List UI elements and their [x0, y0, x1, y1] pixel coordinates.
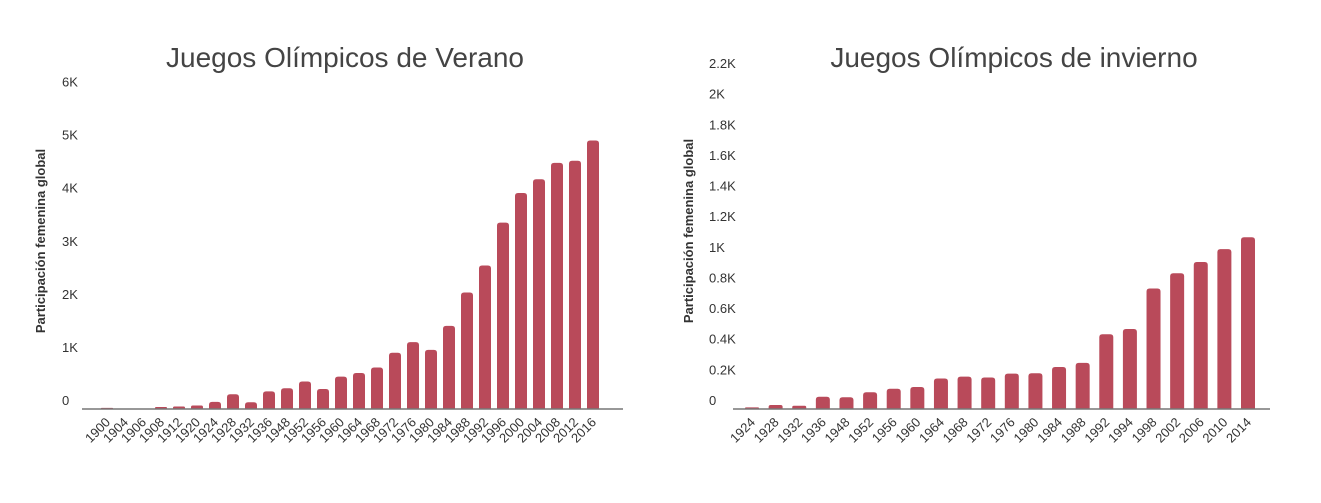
y-tick-label: 2K	[709, 87, 725, 102]
y-tick-label: 4K	[62, 181, 78, 196]
x-tick-label: 1936	[798, 415, 829, 446]
bar-1956[interactable]	[886, 388, 901, 409]
bar-1972[interactable]	[981, 377, 996, 409]
bar-2004[interactable]	[533, 179, 545, 409]
y-tick-label: 2K	[62, 287, 78, 302]
x-tick-label: 1948	[822, 415, 853, 446]
y-tick-label: 0.6K	[709, 301, 736, 316]
x-tick-label: 1968	[940, 415, 971, 446]
bar-1936[interactable]	[263, 391, 275, 409]
bar-1932[interactable]	[245, 402, 257, 409]
bar-1932[interactable]	[792, 405, 807, 409]
x-tick-label: 2010	[1199, 415, 1230, 446]
bar-1988[interactable]	[461, 292, 473, 409]
bar-1928[interactable]	[768, 405, 783, 409]
bar-1996[interactable]	[497, 222, 509, 409]
bar-1992[interactable]	[1099, 334, 1114, 409]
y-tick-label: 1K	[62, 340, 78, 355]
bar-1988[interactable]	[1075, 362, 1090, 409]
bar-1994[interactable]	[1122, 329, 1137, 409]
y-tick-label: 1.4K	[709, 179, 736, 194]
y-tick-label: 1.6K	[709, 148, 736, 163]
x-tick-label: 1998	[1129, 415, 1160, 446]
bar-1968[interactable]	[371, 367, 383, 409]
bar-1920[interactable]	[191, 405, 203, 409]
x-tick-label: 1984	[1034, 415, 1065, 446]
y-tick-label: 0	[709, 393, 716, 408]
bar-2010[interactable]	[1217, 249, 1232, 409]
x-tick-label: 1988	[1058, 415, 1089, 446]
winter-chart-svg: Juegos Olímpicos de invierno Participaci…	[681, 42, 1270, 446]
bar-1984[interactable]	[1052, 367, 1067, 409]
bar-2006[interactable]	[1193, 261, 1208, 409]
x-tick-label: 1924	[727, 415, 758, 446]
bar-1956[interactable]	[317, 389, 329, 409]
x-tick-label: 1928	[751, 415, 782, 446]
bar-2016[interactable]	[587, 140, 599, 410]
x-tick-label: 1992	[1081, 415, 1112, 446]
bar-2002[interactable]	[1170, 273, 1185, 409]
bar-1948[interactable]	[839, 397, 854, 409]
bar-1968[interactable]	[957, 376, 972, 409]
x-tick-group: 1900190419061908191219201924192819321936…	[82, 415, 599, 446]
bar-1998[interactable]	[1146, 288, 1161, 409]
bar-2014[interactable]	[1241, 237, 1255, 409]
y-tick-label: 0.4K	[709, 332, 736, 347]
y-tick-label: 3K	[62, 234, 78, 249]
x-tick-label: 2006	[1176, 415, 1207, 446]
y-tick-label: 1.8K	[709, 117, 736, 132]
bar-1960[interactable]	[910, 386, 925, 409]
bar-2000[interactable]	[515, 193, 527, 409]
bar-group	[101, 140, 599, 410]
bar-1992[interactable]	[479, 265, 491, 409]
y-tick-group: 0 0.2K 0.4K 0.6K 0.8K 1K 1.2K 1.4K 1.6K 1.8K 2K 2.2…	[709, 56, 736, 408]
bar-1980[interactable]	[425, 349, 437, 409]
chart-title: Juegos Olímpicos de invierno	[830, 42, 1197, 73]
bar-group	[745, 237, 1255, 409]
y-tick-label: 2.2K	[709, 56, 736, 71]
bar-1976[interactable]	[407, 342, 419, 409]
bar-1960[interactable]	[335, 376, 347, 409]
bar-1936[interactable]	[815, 396, 830, 409]
y-tick-label: 5K	[62, 128, 78, 143]
bar-1976[interactable]	[1004, 373, 1019, 409]
bar-1984[interactable]	[443, 325, 455, 409]
bar-1948[interactable]	[281, 388, 293, 409]
y-tick-label: 0.2K	[709, 362, 736, 377]
bar-1980[interactable]	[1028, 373, 1043, 409]
y-tick-label: 0.8K	[709, 270, 736, 285]
bar-1964[interactable]	[933, 378, 948, 409]
x-tick-group: 1924192819321936194819521956196019641968…	[727, 415, 1254, 446]
y-tick-label: 1.2K	[709, 209, 736, 224]
chart-panel-winter: Juegos Olímpicos de invierno Participaci…	[660, 0, 1321, 503]
y-tick-label: 0	[62, 393, 69, 408]
bar-1952[interactable]	[299, 381, 311, 409]
x-tick-label: 1964	[916, 415, 947, 446]
y-axis-label: Participación femenina global	[681, 139, 696, 323]
summer-chart-svg: Juegos Olímpicos de Verano Participación…	[33, 42, 623, 446]
chart-title: Juegos Olímpicos de Verano	[166, 42, 524, 73]
bar-2012[interactable]	[569, 160, 581, 409]
y-tick-group: 0 1K 2K 3K 4K 5K 6K	[62, 75, 78, 408]
y-axis-label: Participación femenina global	[33, 149, 48, 333]
bar-1928[interactable]	[227, 394, 239, 409]
bar-1964[interactable]	[353, 373, 365, 409]
bar-2008[interactable]	[551, 162, 563, 409]
x-tick-label: 1956	[869, 415, 900, 446]
bar-1972[interactable]	[389, 352, 401, 409]
x-tick-label: 1952	[845, 415, 876, 446]
chart-panel-summer: Juegos Olímpicos de Verano Participación…	[0, 0, 660, 503]
x-tick-label: 1980	[1010, 415, 1041, 446]
x-tick-label: 1972	[963, 415, 994, 446]
x-tick-label: 1976	[987, 415, 1018, 446]
x-tick-label: 1960	[892, 415, 923, 446]
x-tick-label: 1932	[774, 415, 805, 446]
bar-1924[interactable]	[209, 401, 221, 409]
bar-1952[interactable]	[863, 392, 878, 409]
x-tick-label: 1994	[1105, 415, 1136, 446]
y-tick-label: 1K	[709, 240, 725, 255]
y-tick-label: 6K	[62, 75, 78, 90]
x-tick-label: 2014	[1223, 415, 1254, 446]
x-tick-label: 2002	[1152, 415, 1183, 446]
